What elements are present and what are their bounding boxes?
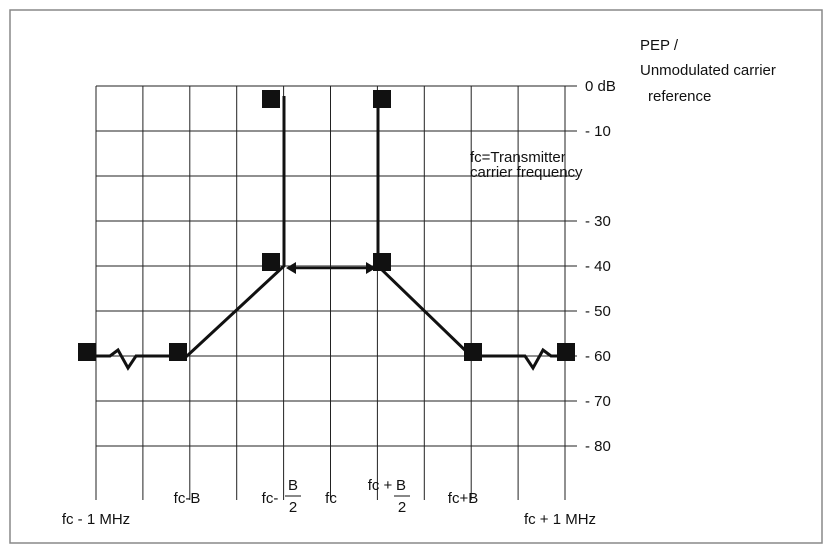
- y-label: 0 dB: [585, 78, 616, 95]
- marker: [373, 90, 391, 108]
- x-label: fc + 1 MHz: [524, 511, 596, 528]
- y-label: - 70: [585, 393, 611, 410]
- frame: [9, 9, 823, 544]
- x-label: B: [288, 477, 298, 494]
- y-label: - 10: [585, 123, 611, 140]
- x-label: fc-B: [174, 490, 201, 507]
- label-bg: [579, 122, 627, 140]
- marker: [373, 253, 391, 271]
- y-label: - 80: [585, 438, 611, 455]
- y-labels: 0 dB - 10 - 30 - 40 - 50 - 60 - 70 - 80: [579, 77, 627, 455]
- label-bg: [579, 257, 627, 275]
- mask-left: [96, 96, 286, 371]
- label-bg: [579, 77, 627, 95]
- label-bg: [579, 302, 627, 320]
- x-label: B: [396, 477, 406, 494]
- grid: [95, 85, 577, 500]
- y-label: - 40: [585, 258, 611, 275]
- x-label: fc - 1 MHz: [62, 511, 130, 528]
- label-bg: [579, 392, 627, 410]
- marker: [169, 343, 187, 361]
- label-bg: [579, 347, 627, 365]
- markers: [78, 90, 575, 361]
- note-line: fc=Transmitter: [470, 149, 566, 166]
- marker: [262, 90, 280, 108]
- y-label: - 60: [585, 348, 611, 365]
- marker: [557, 343, 575, 361]
- legend-line: reference: [648, 88, 711, 105]
- x-label: fc: [325, 490, 337, 507]
- x-label: fc+B: [448, 490, 478, 507]
- note-line: carrier frequency: [470, 164, 583, 181]
- y-label: - 30: [585, 213, 611, 230]
- bandwidth-arrow: [286, 262, 376, 274]
- y-label: - 50: [585, 303, 611, 320]
- marker: [464, 343, 482, 361]
- legend-line: Unmodulated carrier: [640, 62, 776, 79]
- x-label: fc-: [262, 490, 279, 507]
- x-label: fc +: [368, 477, 393, 494]
- x-label: 2: [398, 499, 406, 516]
- label-bg: [579, 437, 627, 455]
- marker: [78, 343, 96, 361]
- legend-line: PEP /: [640, 37, 679, 54]
- marker: [262, 253, 280, 271]
- mask-right: [376, 96, 565, 371]
- label-bg: [579, 212, 627, 230]
- x-label: 2: [289, 499, 297, 516]
